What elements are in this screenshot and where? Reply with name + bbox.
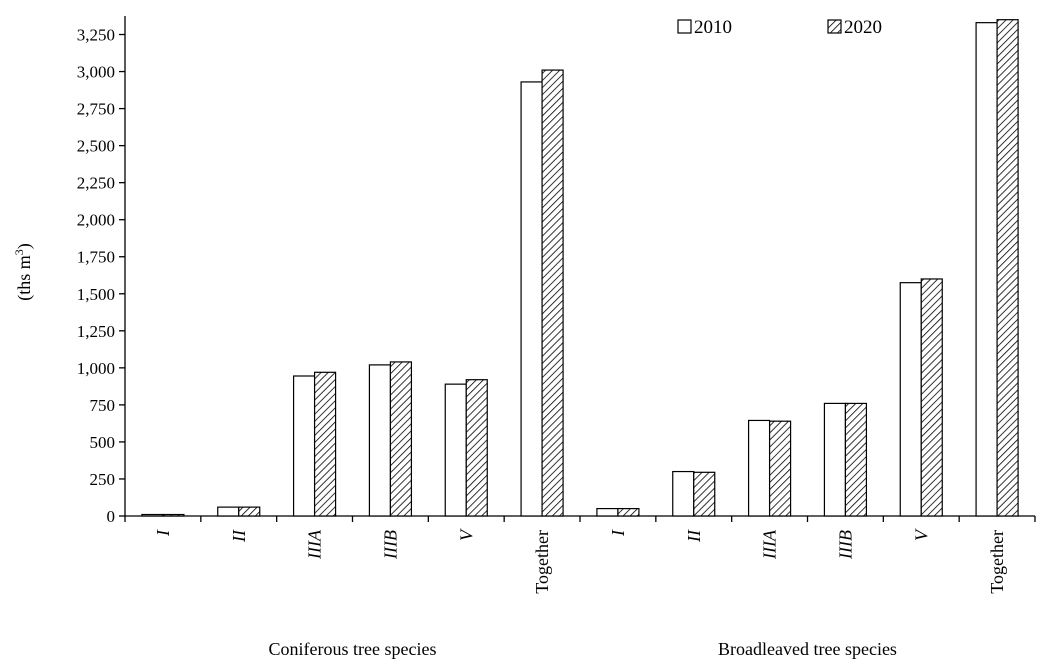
y-tick-label: 1,000 — [77, 359, 115, 378]
bar-2010-v — [899, 282, 922, 517]
y-tick-label: 2,250 — [77, 174, 115, 193]
bar-2010-iiib — [368, 364, 392, 517]
bar-2010-ii — [672, 470, 695, 517]
bar-2010-together — [520, 81, 543, 517]
x-tick-label: II — [684, 529, 704, 543]
y-axis-title: (ths m3) — [12, 243, 35, 301]
bar-2020-i — [617, 507, 640, 517]
x-tick-label: IIIB — [380, 530, 400, 560]
bar-2020-ii — [238, 506, 261, 517]
group-label: Broadleaved tree species — [718, 639, 897, 659]
x-axis — [124, 515, 1036, 522]
y-axis-title-end: ) — [14, 243, 35, 249]
bar-2020-i — [162, 513, 185, 517]
legend-label-2020: 2020 — [844, 17, 882, 38]
bar-2010-together — [975, 22, 998, 517]
group-labels: Coniferous tree species Broadleaved tree … — [269, 639, 897, 659]
y-tick-label: 1,750 — [77, 248, 115, 267]
bar-2010-iiib — [823, 402, 847, 517]
x-tick-label: IIIB — [835, 530, 855, 560]
x-tick-label: IIIA — [305, 529, 325, 560]
bar-2010-ii — [217, 506, 240, 517]
x-tick-label: I — [608, 529, 628, 537]
legend-swatch-2010 — [677, 19, 692, 34]
x-tick-label: I — [153, 529, 173, 537]
group-label: Coniferous tree species — [269, 639, 437, 659]
bars — [141, 19, 1019, 517]
y-tick-label: 750 — [90, 396, 116, 415]
x-tick-label: V — [456, 528, 476, 541]
bar-2010-iiia — [747, 419, 771, 517]
bar-2010-v — [444, 383, 467, 517]
bar-2020-iiib — [844, 402, 868, 517]
x-tick-label: IIIA — [760, 529, 780, 560]
bar-2020-iiib — [389, 361, 413, 517]
bar-2020-together — [541, 69, 564, 517]
y-tick-label: 2,000 — [77, 211, 115, 230]
x-tick-label: II — [229, 529, 249, 543]
bar-2010-i — [141, 513, 164, 517]
bar-2020-v — [920, 278, 943, 517]
x-tick-label: Together — [987, 530, 1007, 594]
y-tick-label: 2,750 — [77, 100, 115, 119]
y-axis: 0 250 500 750 1,000 1,250 1,500 1,750 2,000 2,250… — [77, 16, 126, 526]
y-tick-label: 1,500 — [77, 285, 115, 304]
y-tick-label: 0 — [107, 507, 116, 526]
bar-2020-v — [465, 379, 488, 517]
y-tick-label: 2,500 — [77, 137, 115, 156]
x-tick-labels: I II IIIA IIIB V Together I II IIIA IIIB V Together — [153, 528, 1007, 594]
y-axis-title-main: (ths m — [14, 255, 35, 301]
bar-2020-iiia — [768, 420, 792, 517]
bar-2020-iiia — [313, 371, 337, 517]
y-tick-label: 3,000 — [77, 63, 115, 82]
bar-2020-together — [996, 19, 1019, 517]
y-tick-label: 3,250 — [77, 26, 115, 45]
legend-label-2010: 2010 — [694, 17, 732, 38]
y-tick-label: 1,250 — [77, 322, 115, 341]
legend-swatch-2020 — [827, 19, 842, 34]
x-tick-label: V — [911, 528, 931, 541]
svg-text:(ths m3): (ths m3) — [12, 243, 35, 301]
bar-2010-i — [596, 507, 619, 517]
legend: 2010 2020 — [677, 17, 882, 38]
y-axis-title-superscript: 3 — [12, 249, 26, 255]
y-tick-label: 250 — [90, 470, 116, 489]
x-tick-label: Together — [532, 530, 552, 594]
bar-2020-ii — [693, 471, 716, 517]
y-tick-label: 500 — [90, 433, 116, 452]
bar-2010-iiia — [292, 375, 316, 517]
